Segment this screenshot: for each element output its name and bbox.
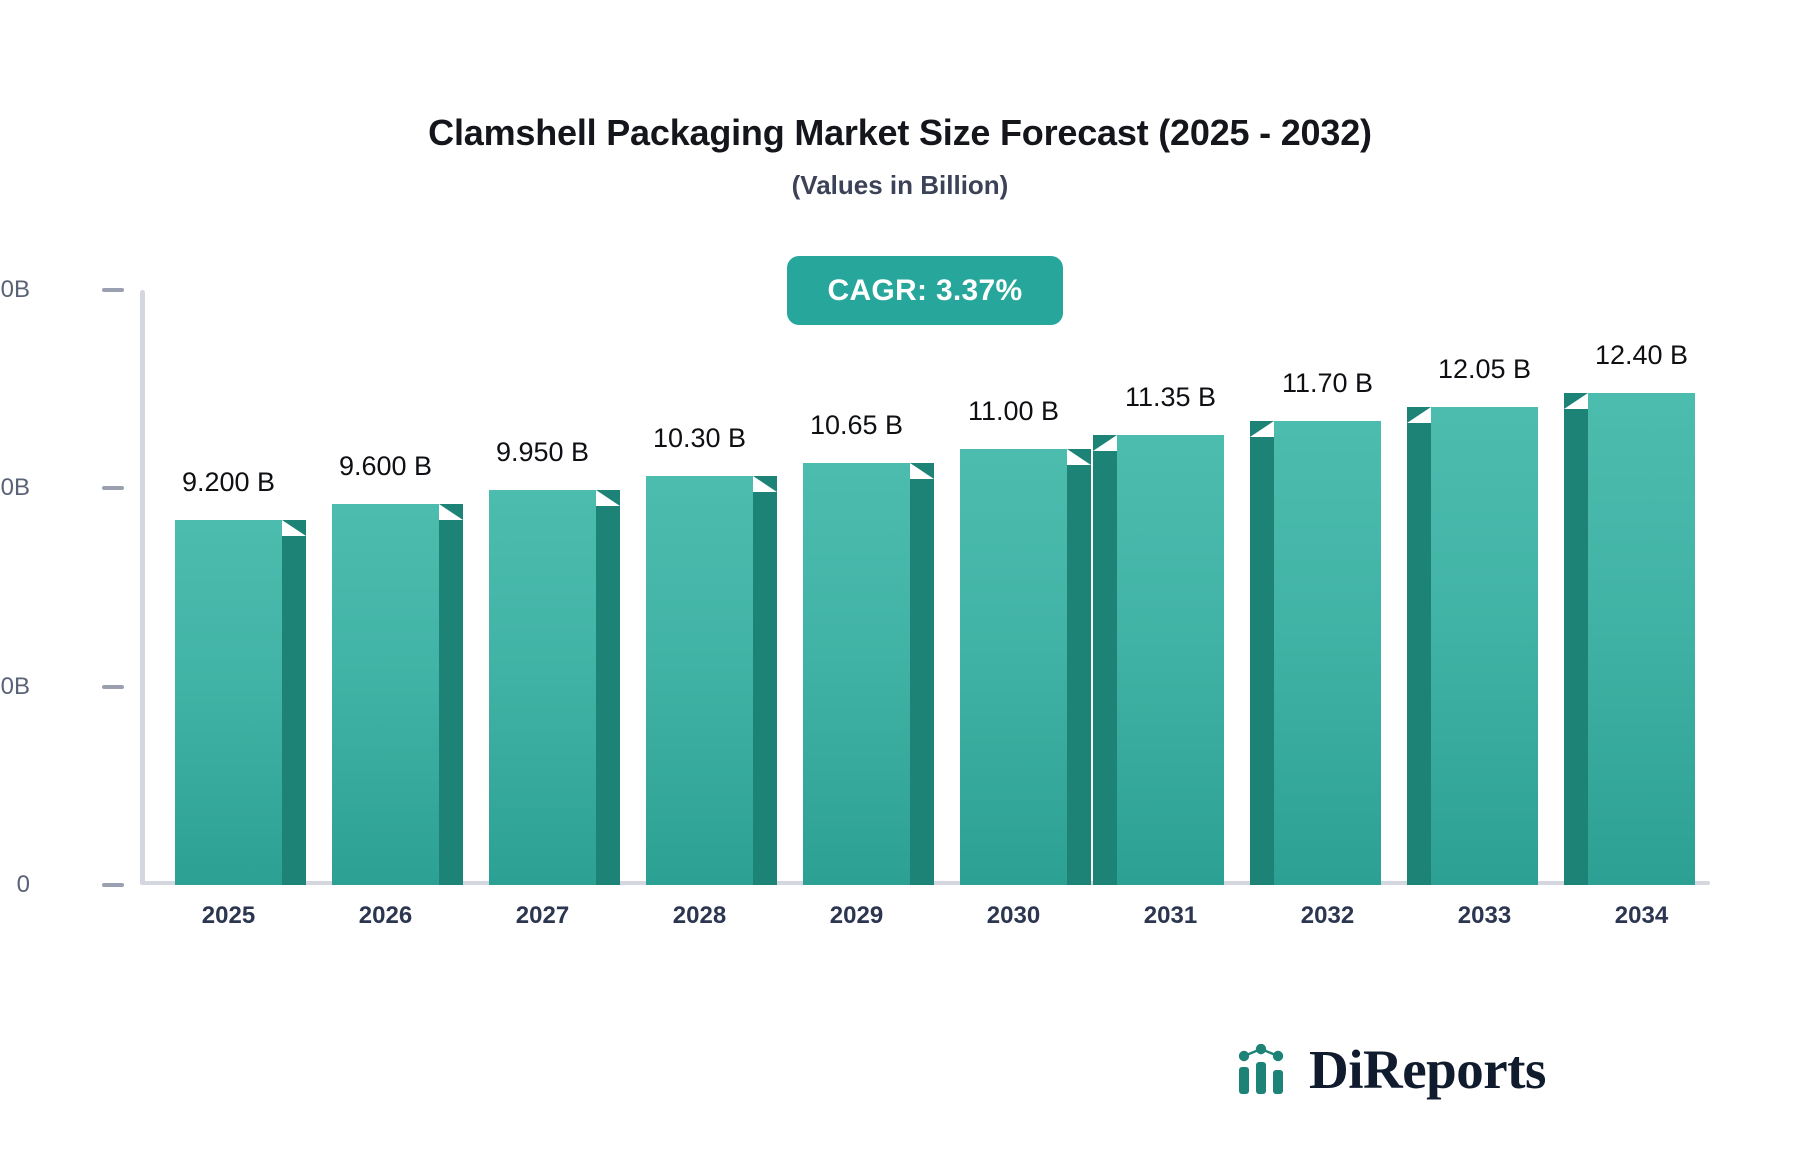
bar-front-face	[803, 462, 910, 885]
x-tick-label: 2034	[1614, 902, 1669, 929]
bar-top-face	[439, 504, 463, 521]
bar-value-label: 10.65 B	[809, 409, 904, 440]
x-tick-label: 2027	[515, 902, 570, 929]
cagr-badge-label: CAGR: 3.37%	[827, 273, 1023, 307]
bar-front-face	[960, 448, 1067, 885]
bar-top-face	[1407, 407, 1431, 424]
y-tick-label: 10.0B	[0, 474, 30, 502]
y-tick-mark	[102, 684, 124, 689]
bar-front-face	[646, 476, 753, 885]
bar-value-label: 11.00 B	[967, 395, 1060, 426]
bar-side-face	[282, 536, 306, 885]
x-tick-label: 2028	[672, 902, 727, 929]
bar-side-face	[910, 478, 934, 885]
bar-side-face	[1564, 409, 1588, 885]
bar-value-label: 9.600 B	[338, 451, 433, 482]
bar[interactable]: 12.40 B	[1564, 340, 1695, 885]
bar[interactable]: 10.65 B	[803, 410, 934, 885]
x-tick-label: 2025	[201, 902, 256, 929]
bar-chart-icon	[1238, 1043, 1284, 1094]
bar[interactable]: 10.30 B	[646, 423, 777, 885]
x-tick-label: 2030	[986, 902, 1041, 929]
bar[interactable]: 9.200 B	[175, 467, 306, 885]
bar[interactable]: 11.35 B	[1093, 382, 1224, 885]
bar-front-face	[175, 520, 282, 885]
y-tick-label: 0	[16, 871, 30, 898]
x-tick-label: 2033	[1457, 902, 1512, 929]
cagr-badge: CAGR: 3.37%	[787, 256, 1063, 325]
bar-top-face	[1067, 448, 1091, 465]
bar-front-face	[1117, 434, 1224, 885]
bar-top-face	[596, 490, 620, 507]
bar-front-face	[1431, 407, 1538, 885]
bar-side-face	[753, 492, 777, 885]
bar-top-face	[1093, 434, 1117, 451]
direports-logo: DiReports	[1237, 1042, 1546, 1097]
bar-side-face	[1093, 450, 1117, 885]
bar-value-label: 12.40 B	[1594, 340, 1689, 371]
bar-side-face	[596, 506, 620, 885]
x-tick-label: 2029	[829, 902, 884, 929]
x-tick-label: 2032	[1300, 902, 1355, 929]
chart-title: Clamshell Packaging Market Size Forecast…	[428, 112, 1372, 153]
bar[interactable]: 9.600 B	[332, 451, 463, 885]
x-tick-label: 2031	[1143, 902, 1198, 929]
logo-wordmark: DiReports	[1309, 1039, 1546, 1100]
y-tick-mark	[102, 288, 124, 292]
bar-value-label: 9.200 B	[181, 467, 276, 498]
y-tick-label: 15.0B	[0, 276, 30, 303]
bar-value-label: 12.05 B	[1437, 354, 1532, 385]
y-axis-line	[140, 290, 145, 885]
bar-front-face	[1588, 393, 1695, 885]
bar-value-label: 11.70 B	[1281, 367, 1374, 398]
bar-top-face	[1564, 393, 1588, 410]
bar-front-face	[332, 504, 439, 885]
y-tick-mark	[102, 486, 124, 491]
bar-side-face	[439, 520, 463, 885]
y-tick-mark	[102, 883, 124, 887]
bar[interactable]: 11.70 B	[1250, 368, 1381, 885]
bar[interactable]: 9.950 B	[489, 437, 620, 885]
x-tick-label: 2026	[358, 902, 413, 929]
bar-top-face	[910, 462, 934, 479]
bar-value-label: 10.30 B	[652, 423, 747, 454]
bar-side-face	[1250, 436, 1274, 885]
y-tick-label: 5.0B	[0, 672, 30, 700]
bar-top-face	[753, 476, 777, 493]
bar-side-face	[1067, 464, 1091, 885]
bar-top-face	[1250, 420, 1274, 437]
bar[interactable]: 11.00 B	[960, 396, 1091, 885]
bar-side-face	[1407, 423, 1431, 885]
bar[interactable]: 12.05 B	[1407, 354, 1538, 885]
bar-value-label: 9.950 B	[495, 437, 590, 468]
plot-area: 0 5.0B 10.0B 15.0B 9.200 B 9.600 B 9.950 B 10.…	[0, 276, 1710, 929]
bar-front-face	[1274, 420, 1381, 885]
bar-top-face	[282, 520, 306, 537]
chart-subtitle: (Values in Billion)	[791, 170, 1009, 200]
bar-value-label: 11.35 B	[1124, 381, 1217, 412]
bar-front-face	[489, 490, 596, 885]
